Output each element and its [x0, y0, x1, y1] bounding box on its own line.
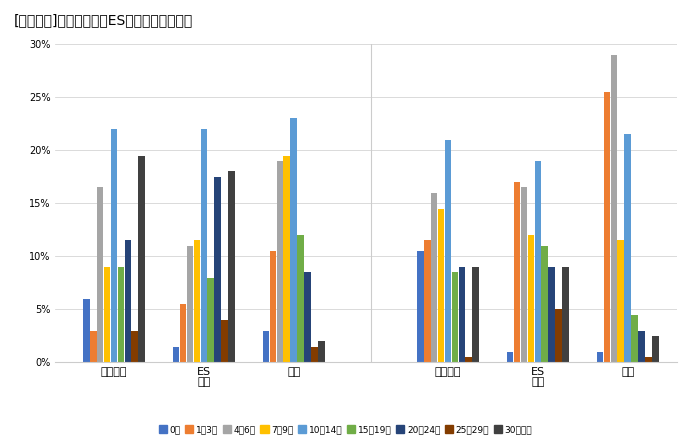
Bar — [604, 92, 610, 362]
Bar — [652, 336, 659, 362]
Text: [図表１４]セミナー等・ES・面接の社数比較: [図表１４]セミナー等・ES・面接の社数比較 — [14, 13, 193, 27]
Bar — [138, 156, 145, 362]
Bar — [625, 134, 631, 362]
Bar — [228, 171, 235, 362]
Bar — [597, 352, 603, 362]
Bar — [290, 118, 297, 362]
Bar — [556, 309, 562, 362]
Bar — [221, 320, 228, 362]
Bar — [304, 272, 311, 362]
Bar — [318, 341, 325, 362]
Bar — [124, 240, 131, 362]
Bar — [269, 251, 276, 362]
Bar — [424, 240, 430, 362]
Bar — [417, 251, 424, 362]
Bar — [452, 272, 458, 362]
Bar — [473, 267, 479, 362]
Bar — [173, 347, 180, 362]
Bar — [104, 267, 111, 362]
Bar — [445, 140, 451, 362]
Bar — [97, 187, 104, 362]
Bar — [438, 209, 444, 362]
Bar — [283, 156, 290, 362]
Bar — [549, 267, 555, 362]
Bar — [431, 193, 437, 362]
Bar — [562, 267, 569, 362]
Text: 文系: 文系 — [197, 377, 211, 387]
Bar — [131, 331, 138, 362]
Text: 理系: 理系 — [531, 377, 545, 387]
Bar — [180, 304, 187, 362]
Bar — [276, 161, 283, 362]
Bar — [542, 246, 548, 362]
Bar — [214, 177, 221, 362]
Bar — [263, 331, 269, 362]
Bar — [207, 278, 214, 362]
Bar — [638, 331, 645, 362]
Bar — [83, 299, 90, 362]
Bar — [632, 315, 638, 362]
Bar — [507, 352, 513, 362]
Bar — [535, 161, 541, 362]
Bar — [193, 240, 200, 362]
Bar — [466, 357, 472, 362]
Legend: 0社, 1～3社, 4～6社, 7～9社, 10～14社, 15～19社, 20～24社, 25～29社, 30社以上: 0社, 1～3社, 4～6社, 7～9社, 10～14社, 15～19社, 20… — [155, 421, 536, 438]
Bar — [111, 129, 117, 362]
Bar — [611, 55, 617, 362]
Bar — [514, 182, 520, 362]
Bar — [528, 235, 534, 362]
Bar — [311, 347, 318, 362]
Bar — [459, 267, 465, 362]
Bar — [297, 235, 304, 362]
Bar — [200, 129, 207, 362]
Bar — [618, 240, 624, 362]
Bar — [645, 357, 652, 362]
Bar — [187, 246, 193, 362]
Bar — [90, 331, 97, 362]
Bar — [117, 267, 124, 362]
Bar — [521, 187, 527, 362]
